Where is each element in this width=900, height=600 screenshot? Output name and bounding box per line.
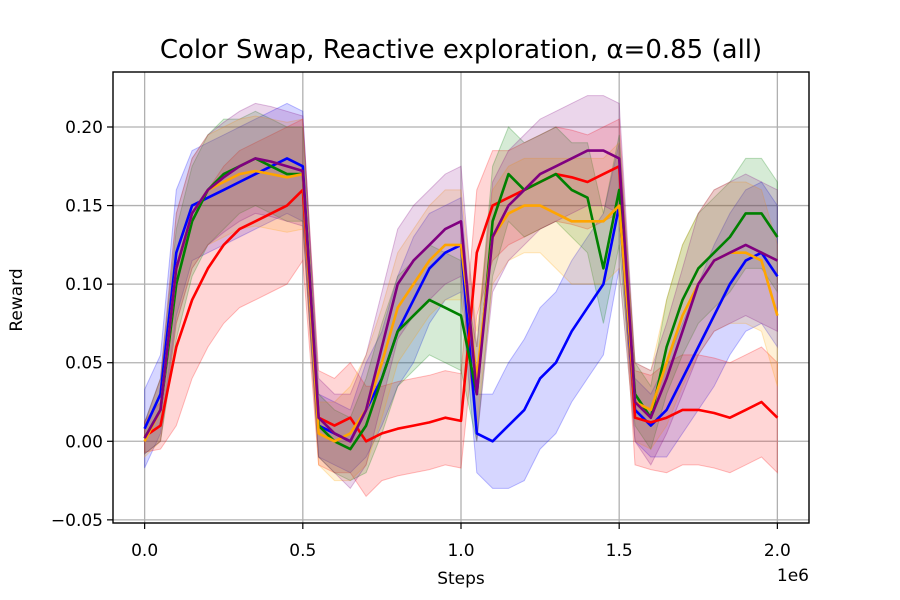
x-axis-label: Steps: [437, 569, 485, 589]
x-tick-label-2: 1.0: [447, 541, 474, 561]
chart-title: Color Swap, Reactive exploration, α=0.85…: [160, 35, 762, 65]
y-tick-label-2: 0.05: [65, 354, 103, 374]
series-line-4: [143, 149, 778, 443]
y-tick-label-1: 0.00: [65, 432, 103, 452]
series-line-1: [143, 165, 779, 443]
grid-lines: [113, 72, 809, 523]
x-tick-label-1: 0.5: [289, 541, 316, 561]
y-tick-label-4: 0.15: [65, 197, 103, 217]
axis-ticks: 0.0 0.5 1.0 1.5 2.0 −0.05 0.00 0.05 0.10 0.15 0.20: [51, 118, 791, 561]
series-lines: [143, 149, 779, 451]
y-tick-label-5: 0.20: [65, 118, 103, 138]
x-axis-offset-label: 1e6: [777, 566, 809, 586]
x-tick-label-3: 1.5: [606, 541, 633, 561]
y-axis-label: Reward: [7, 268, 27, 331]
y-tick-label-3: 0.10: [65, 275, 103, 295]
x-tick-label-4: 2.0: [764, 541, 791, 561]
y-tick-label-0: −0.05: [51, 511, 103, 531]
x-tick-label-0: 0.0: [131, 541, 158, 561]
series-line-3: [143, 169, 779, 443]
